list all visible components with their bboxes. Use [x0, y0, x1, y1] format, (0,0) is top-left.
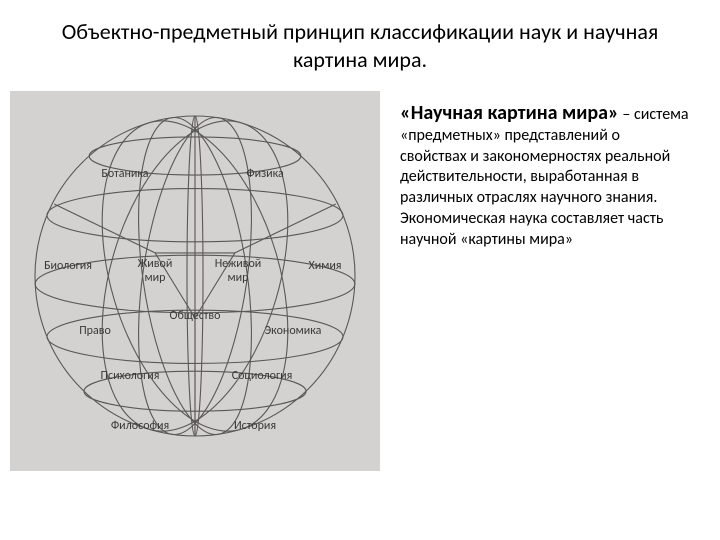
definition-connector: – система — [619, 105, 689, 124]
sphere-label: Биология — [44, 259, 92, 273]
definition-body: «предметных» представлений о свойствах и… — [400, 126, 690, 251]
sphere-diagram: Ботаника Физика Биология Живоймир Неживоймир… — [10, 91, 380, 471]
sphere-label: Право — [79, 324, 111, 338]
sphere-label: История — [234, 419, 276, 433]
sphere-label: Живоймир — [138, 257, 173, 285]
sphere-label: Ботаника — [101, 167, 148, 181]
definition-term: «Научная картина мира» — [400, 101, 619, 125]
definition-panel: «Научная картина мира» – система «предме… — [400, 91, 700, 471]
sphere-label: Общество — [170, 309, 221, 323]
sphere-svg — [10, 91, 380, 471]
sphere-label: Химия — [308, 259, 341, 273]
sphere-label: Неживоймир — [215, 257, 262, 285]
sphere-label: Философия — [111, 419, 169, 433]
sphere-label: Социология — [232, 369, 293, 383]
content-row: Ботаника Физика Биология Живоймир Неживоймир… — [0, 81, 720, 471]
sphere-label: Физика — [246, 167, 284, 181]
sphere-label: Психология — [101, 369, 160, 383]
slide-title: Объектно-предметный принцип классификаци… — [0, 0, 720, 81]
sphere-label: Экономика — [265, 324, 322, 338]
